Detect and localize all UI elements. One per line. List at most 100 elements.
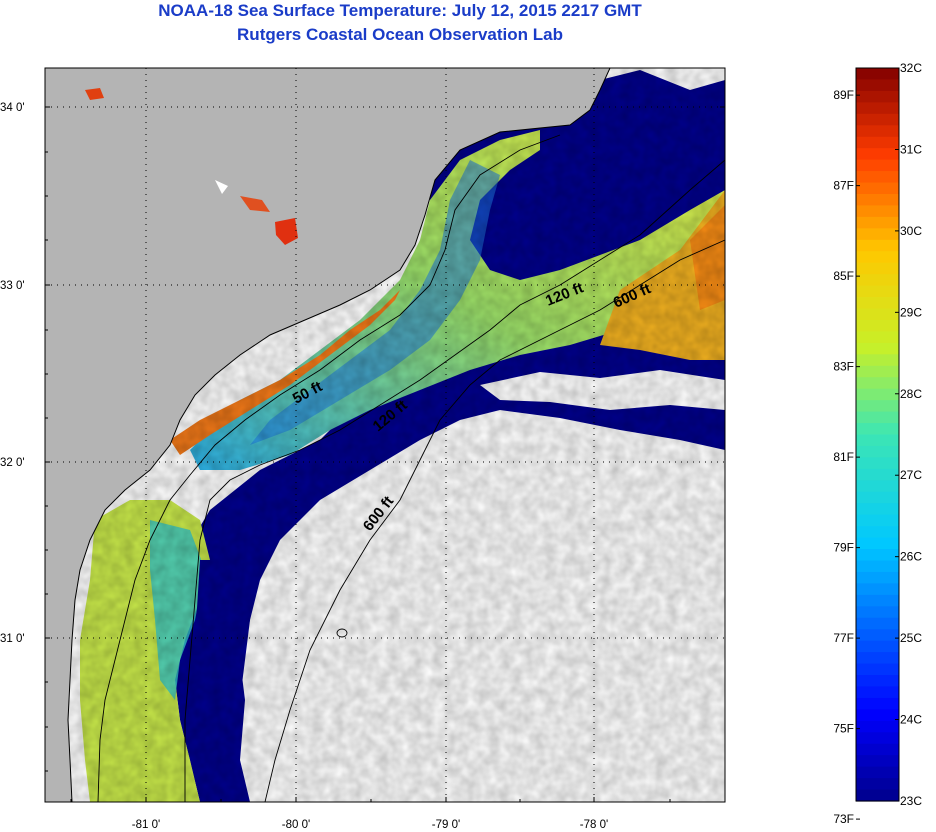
colorbar-step xyxy=(856,90,899,103)
axis-ticks xyxy=(45,106,725,802)
colorbar-step xyxy=(856,182,899,195)
lat-tick-label: 33 0' xyxy=(0,280,25,292)
contour-600ft xyxy=(264,239,725,802)
fahrenheit-label: 87F xyxy=(833,179,854,193)
colorbar-step xyxy=(856,388,899,401)
seamount-contour xyxy=(336,628,348,638)
colorbar-step xyxy=(856,411,899,424)
celsius-label: 31C xyxy=(900,142,922,156)
colorbar-step xyxy=(856,228,899,241)
colorbar-step xyxy=(856,743,899,756)
fahrenheit-label: 83F xyxy=(833,360,854,374)
celsius-label: 32C xyxy=(900,61,922,75)
colorbar-step xyxy=(856,400,899,413)
contour-120ft xyxy=(184,159,725,802)
colorbar-step xyxy=(856,262,899,275)
celsius-label: 23C xyxy=(900,794,922,808)
colorbar-step xyxy=(856,755,899,768)
colorbar-step xyxy=(856,377,899,390)
colorbar-step xyxy=(856,319,899,333)
colorbar-step xyxy=(856,537,899,550)
colorbar-step xyxy=(856,457,899,470)
colorbar-step xyxy=(856,159,899,172)
celsius-label: 26C xyxy=(900,550,922,564)
colorbar-step xyxy=(856,125,899,138)
celsius-label: 25C xyxy=(900,631,922,645)
inland-lake xyxy=(240,196,270,212)
fahrenheit-label: 85F xyxy=(833,269,854,283)
colorbar-ticks xyxy=(856,67,899,820)
colorbar-step xyxy=(856,205,899,218)
graticule xyxy=(45,68,725,802)
fahrenheit-label: 73F xyxy=(833,812,854,826)
land-mass xyxy=(45,68,610,802)
celsius-label: 27C xyxy=(900,468,922,482)
colorbar-step xyxy=(856,606,899,619)
colorbar-step xyxy=(856,251,899,264)
lon-tick-label: -81 0' xyxy=(132,819,160,831)
colorbar-step xyxy=(856,514,899,527)
celsius-label: 29C xyxy=(900,305,922,319)
colorbar-step xyxy=(856,663,899,676)
colorbar-step xyxy=(856,480,899,493)
map-subtitle: Rutgers Coastal Ocean Observation Lab xyxy=(237,25,563,44)
colorbar-step xyxy=(856,491,899,504)
colorbar-step xyxy=(856,445,899,459)
colorbar-step xyxy=(856,239,899,252)
colorbar-step xyxy=(856,434,899,447)
colorbar-step xyxy=(856,640,899,653)
lat-tick-label: 34 0' xyxy=(0,102,25,114)
colorbar-step xyxy=(856,423,899,436)
colorbar-steps xyxy=(856,68,899,802)
colorbar-step xyxy=(856,583,899,596)
colorbar-step xyxy=(856,68,899,81)
colorbar-step xyxy=(856,720,899,733)
colorbar-step xyxy=(856,571,899,584)
inland-lake xyxy=(85,88,104,100)
colorbar-step xyxy=(856,285,899,298)
colorbar-step xyxy=(856,629,899,642)
colorbar-step xyxy=(856,503,899,516)
colorbar-step xyxy=(856,216,899,229)
lon-tick-label: -80 0' xyxy=(282,819,310,831)
colorbar-step xyxy=(856,136,899,149)
colorbar-step xyxy=(856,697,899,710)
colorbar-step xyxy=(856,766,899,779)
colorbar-frame xyxy=(855,67,900,802)
colorbar-step xyxy=(856,171,899,184)
colorbar-step xyxy=(856,468,899,481)
map-title: NOAA-18 Sea Surface Temperature: July 12… xyxy=(158,1,642,20)
lon-tick-label: -79 0' xyxy=(432,819,460,831)
inland-cloud xyxy=(215,180,228,194)
colorbar-step xyxy=(856,526,899,539)
fahrenheit-label: 75F xyxy=(833,722,854,736)
colorbar-step xyxy=(856,354,899,367)
colorbar-step xyxy=(856,79,899,92)
colorbar-step xyxy=(856,274,899,287)
colorbar-step xyxy=(856,617,899,630)
colorbar-step xyxy=(856,709,899,722)
colorbar-step xyxy=(856,686,899,699)
colorbar-step xyxy=(856,113,899,126)
inland-lake xyxy=(275,218,298,245)
colorbar-step xyxy=(856,342,899,355)
map-plot-area: 50 ft 120 ft 120 ft 600 ft 600 ft xyxy=(45,68,725,802)
fahrenheit-label: 77F xyxy=(833,631,854,645)
lat-tick-label: 32 0' xyxy=(0,457,25,469)
colorbar-step xyxy=(856,560,899,573)
colorbar-step xyxy=(856,594,899,607)
colorbar-step xyxy=(856,732,899,745)
colorbar-step xyxy=(856,148,899,161)
colorbar-step xyxy=(856,102,899,115)
celsius-label: 24C xyxy=(900,713,922,727)
fahrenheit-label: 89F xyxy=(833,88,854,102)
colorbar-step xyxy=(856,652,899,665)
map-frame xyxy=(44,67,726,803)
celsius-label: 30C xyxy=(900,224,922,238)
colorbar-step xyxy=(856,365,899,378)
fahrenheit-label: 79F xyxy=(833,541,854,555)
lat-tick-label: 31 0' xyxy=(0,633,25,645)
colorbar-step xyxy=(856,778,899,791)
